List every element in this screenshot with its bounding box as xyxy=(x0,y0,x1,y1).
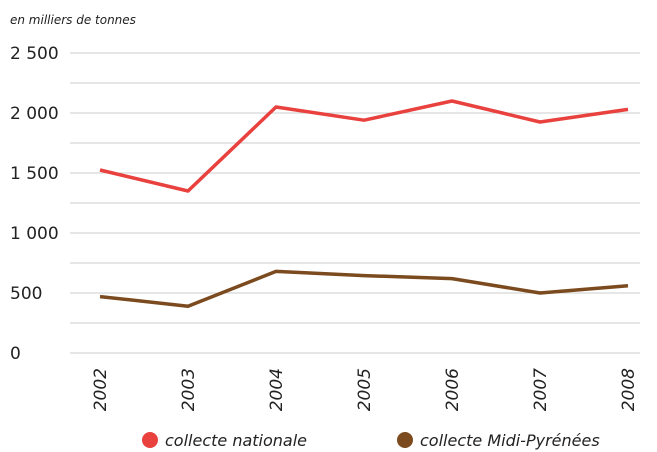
x-tick-label: 2005 xyxy=(355,368,375,411)
x-tick-label: 2003 xyxy=(179,368,199,411)
y-tick-label: 1 500 xyxy=(10,164,59,184)
x-tick-label: 2004 xyxy=(267,368,287,411)
legend-label: collecte Midi-Pyrénées xyxy=(420,431,600,450)
chart-subtitle: en milliers de tonnes xyxy=(10,13,136,27)
x-tick-label: 2007 xyxy=(531,368,551,411)
series-line xyxy=(99,269,629,308)
legend-marker xyxy=(142,432,158,448)
series-line xyxy=(99,99,629,193)
y-tick-label: 2 000 xyxy=(10,104,59,124)
x-tick-label: 2008 xyxy=(619,368,639,411)
x-tick-label: 2006 xyxy=(443,368,463,411)
y-tick-label: 0 xyxy=(10,344,21,364)
y-tick-label: 1 000 xyxy=(10,224,59,244)
y-tick-label: 2 500 xyxy=(10,44,59,64)
y-tick-label: 500 xyxy=(10,284,42,304)
x-tick-label: 2002 xyxy=(91,368,111,411)
legend-marker xyxy=(397,432,413,448)
legend-label: collecte nationale xyxy=(165,431,307,450)
